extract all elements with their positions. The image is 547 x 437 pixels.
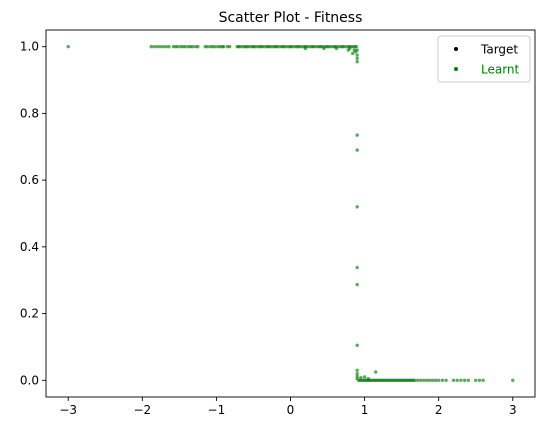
data-point <box>428 378 432 383</box>
data-point <box>434 378 438 383</box>
points-layer <box>66 44 515 383</box>
y-tick-label: 1.0 <box>20 40 39 54</box>
data-point <box>161 44 165 49</box>
data-point <box>152 44 156 49</box>
data-point <box>481 378 485 383</box>
data-point <box>191 44 195 49</box>
data-point <box>355 60 359 64</box>
data-point <box>451 378 456 383</box>
data-point <box>222 44 226 49</box>
data-point <box>334 46 339 51</box>
y-tick-label: 0.2 <box>20 307 39 321</box>
data-point <box>196 44 200 49</box>
y-tick-label: 0.6 <box>20 173 39 187</box>
legend-marker <box>454 67 458 71</box>
x-tick-label: 3 <box>509 403 517 417</box>
data-point <box>359 375 363 380</box>
data-point <box>155 44 159 49</box>
data-point <box>413 378 417 383</box>
data-point <box>228 44 232 49</box>
data-point <box>474 378 478 383</box>
data-point <box>511 378 515 383</box>
data-point <box>183 44 187 49</box>
data-point <box>355 48 359 52</box>
legend-label: Target <box>480 43 518 57</box>
axes-layer: −3 −2 −1 0 1 2 3 0.0 0.2 0.4 0.6 0.8 1.0 <box>20 29 536 417</box>
data-point <box>205 44 210 49</box>
data-point <box>355 148 359 152</box>
legend-box <box>437 35 531 83</box>
data-point <box>176 44 180 49</box>
data-point <box>440 378 445 383</box>
data-point <box>351 51 355 56</box>
x-tick-label: 1 <box>361 403 369 417</box>
y-tick-label: 0.8 <box>20 106 39 120</box>
data-point <box>477 378 482 383</box>
data-point <box>355 282 359 287</box>
plot-frame <box>45 29 536 398</box>
data-point <box>355 368 359 373</box>
data-point <box>466 378 471 383</box>
data-point <box>158 44 162 49</box>
x-tick-label: −2 <box>133 403 151 417</box>
data-point <box>355 343 359 347</box>
data-point <box>355 53 359 57</box>
data-point <box>355 205 359 209</box>
data-point <box>459 378 463 383</box>
data-point <box>303 46 308 51</box>
legend: Target Learnt <box>437 35 531 83</box>
data-point <box>355 374 359 379</box>
data-point <box>436 378 441 383</box>
x-tick-label: −1 <box>208 403 226 417</box>
x-tick-label: 0 <box>287 403 295 417</box>
y-tick-label: 0.4 <box>20 240 39 254</box>
x-tick-label: −3 <box>59 403 77 417</box>
data-point <box>355 371 359 376</box>
data-point <box>355 265 359 270</box>
data-point <box>66 44 70 49</box>
data-point <box>322 46 326 51</box>
x-tick-label: 2 <box>435 403 443 417</box>
data-point <box>213 44 217 49</box>
data-point <box>374 370 378 374</box>
y-tick-label: 0.0 <box>20 373 39 387</box>
chart-title: Scatter Plot - Fitness <box>219 10 363 26</box>
data-point <box>167 44 171 49</box>
data-point <box>149 44 153 49</box>
data-point <box>425 378 429 383</box>
data-point <box>346 48 350 52</box>
data-point <box>419 378 423 383</box>
data-point <box>431 378 435 383</box>
data-point <box>362 375 367 379</box>
data-point <box>455 378 459 383</box>
legend-marker <box>454 47 458 51</box>
data-point <box>355 56 359 61</box>
data-point <box>462 378 467 383</box>
data-point <box>422 378 426 383</box>
data-point <box>444 378 448 383</box>
data-point <box>354 44 359 49</box>
legend-label: Learnt <box>481 63 520 77</box>
data-point <box>355 133 359 137</box>
data-point <box>164 44 168 49</box>
data-point <box>416 378 420 383</box>
